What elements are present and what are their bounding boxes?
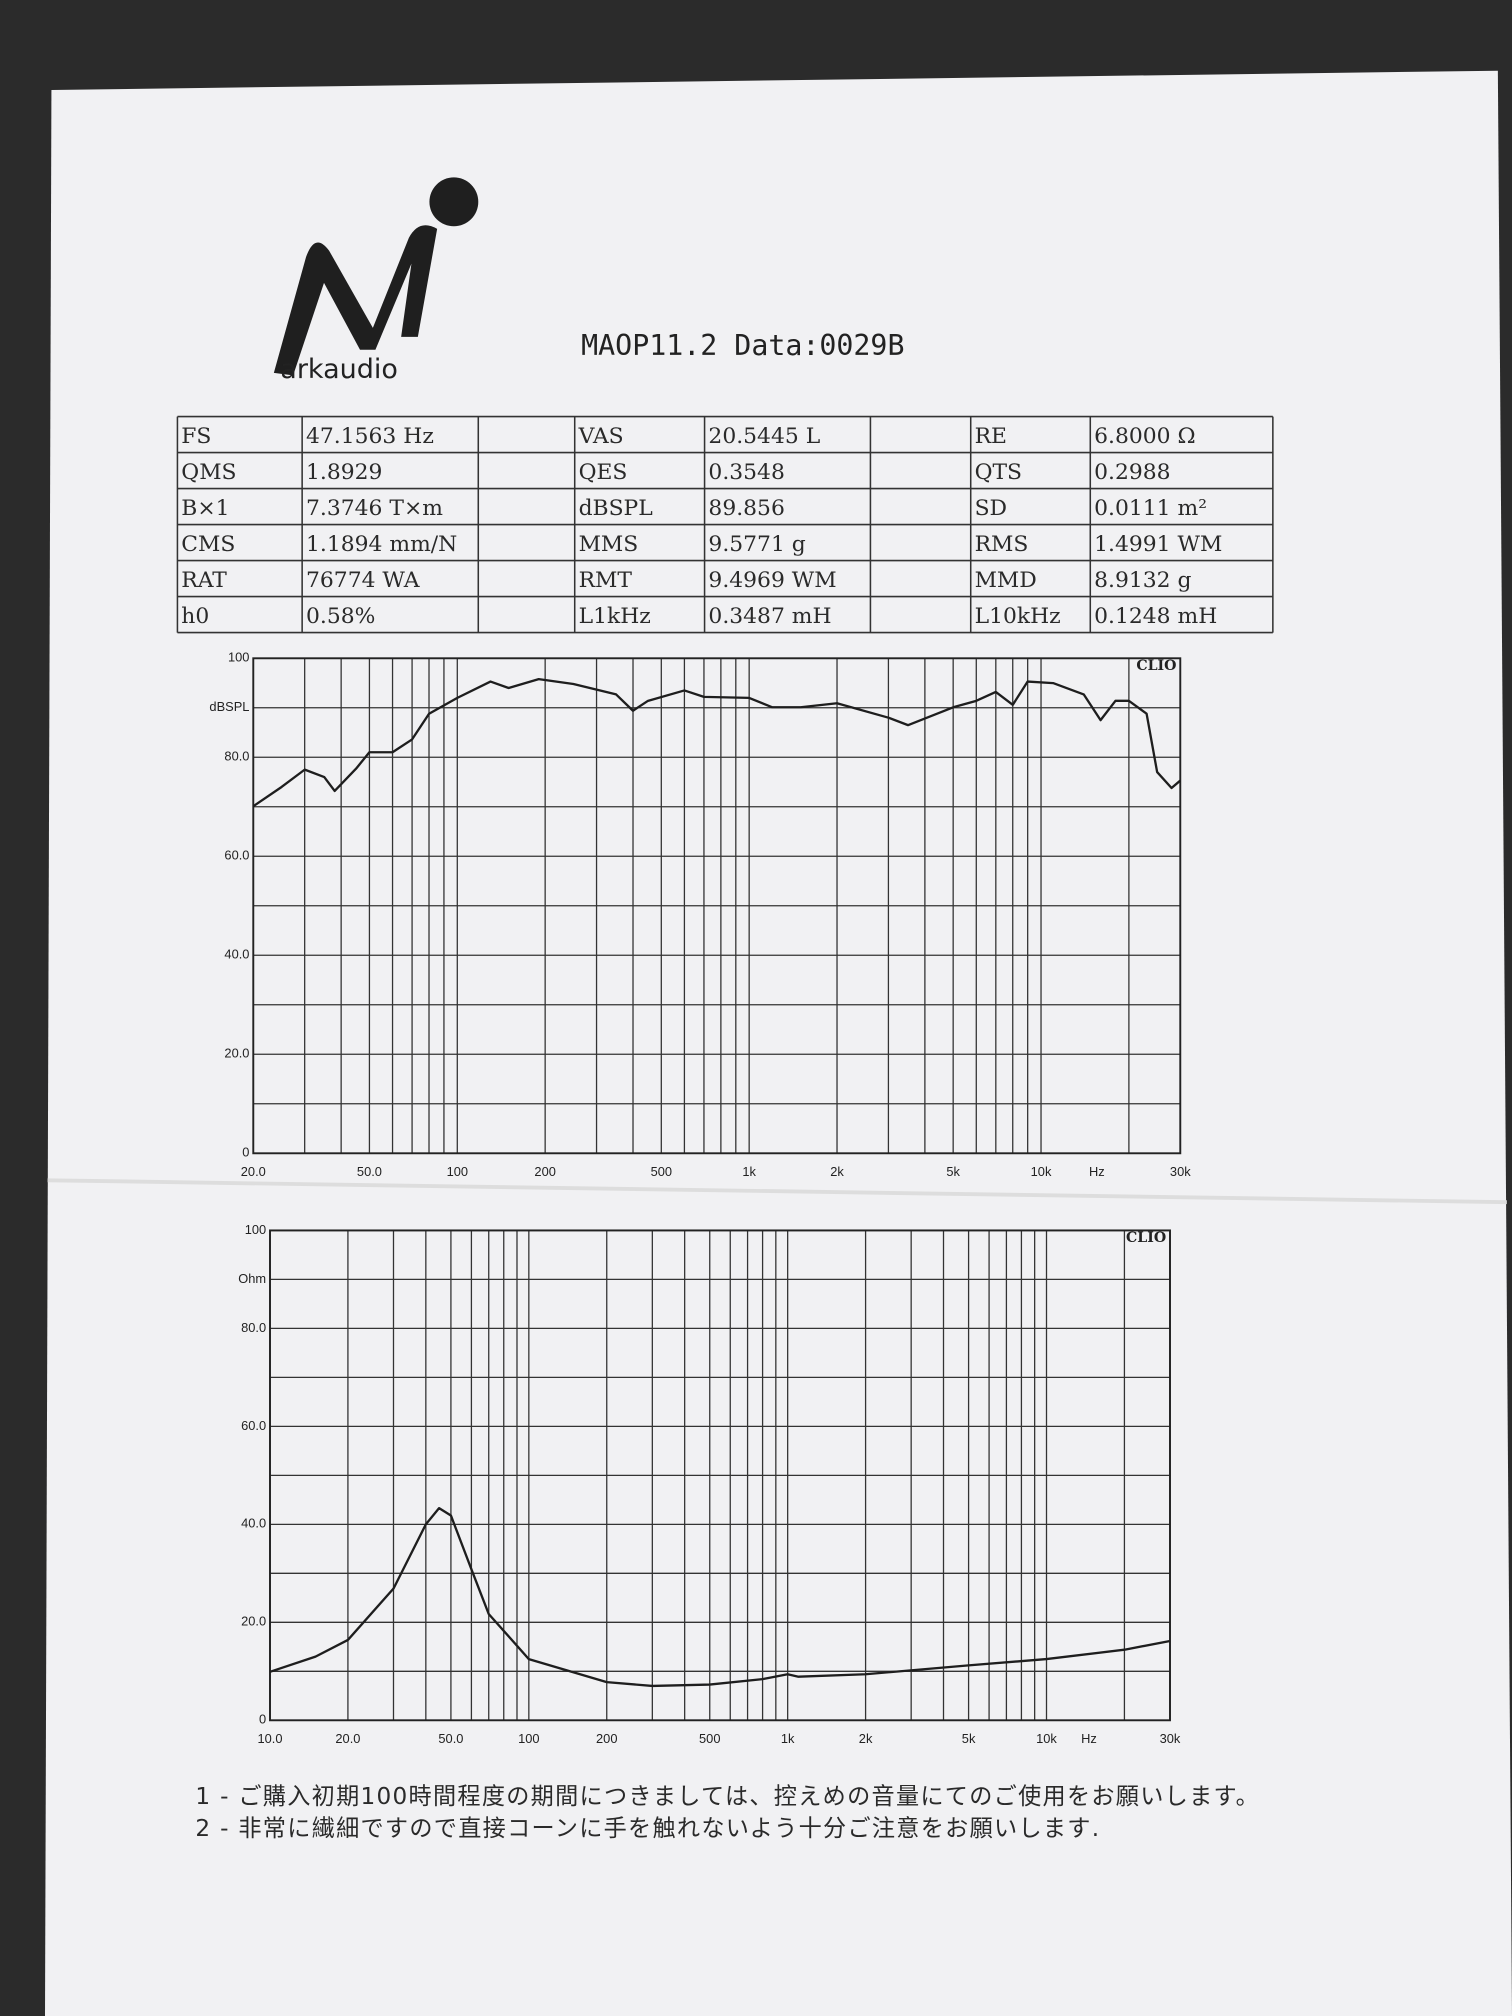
param-name: FS bbox=[181, 424, 211, 449]
y-tick-label: 20.0 bbox=[224, 1046, 249, 1061]
x-tick-label: 2k bbox=[830, 1164, 844, 1179]
param-name: RE bbox=[975, 424, 1007, 449]
y-tick-label: 0 bbox=[242, 1145, 249, 1160]
x-tick-label: 1k bbox=[781, 1731, 795, 1746]
param-name: B×1 bbox=[181, 496, 229, 521]
paper-fold bbox=[47, 1178, 1507, 1205]
param-name: CMS bbox=[181, 532, 235, 557]
y-tick-label: 80.0 bbox=[241, 1320, 266, 1335]
x-tick-label: 2k bbox=[859, 1731, 873, 1746]
param-name: dBSPL bbox=[579, 496, 653, 521]
y-tick-label: 0 bbox=[259, 1712, 266, 1727]
x-tick-label: 100 bbox=[518, 1731, 539, 1746]
x-tick-label: 5k bbox=[962, 1731, 976, 1746]
param-name: RAT bbox=[181, 568, 227, 593]
param-name: VAS bbox=[578, 424, 624, 449]
charts: 0 20.0 40.0 60.0 80.0 100 20.0 50.0 100 200 500 1k 2… bbox=[209, 650, 1191, 1746]
param-value: 1.4991 WM bbox=[1094, 532, 1222, 557]
x-tick-label: 30k bbox=[1160, 1731, 1181, 1746]
param-value: 8.9132 g bbox=[1094, 568, 1191, 593]
param-name: L10kHz bbox=[975, 604, 1061, 629]
y-tick-label: 60.0 bbox=[241, 1418, 266, 1433]
brand: CLIO bbox=[1136, 658, 1176, 674]
param-value: 7.3746 T×m bbox=[306, 496, 443, 521]
param-name: QTS bbox=[975, 460, 1022, 485]
y-tick-label: 20.0 bbox=[241, 1614, 266, 1629]
y-tick-label: 40.0 bbox=[224, 947, 249, 962]
y-tick-label: 80.0 bbox=[224, 749, 249, 764]
param-value: 20.5445 L bbox=[708, 424, 820, 449]
y-axis-label: Ohm bbox=[238, 1271, 266, 1286]
parameter-table: FS 47.1563 Hz VAS 20.5445 L RE 6.8000 Ω QMS 1.8… bbox=[176, 415, 1274, 634]
logo: arkaudio bbox=[273, 177, 479, 385]
brand: CLIO bbox=[1126, 1230, 1166, 1246]
param-value: 1.8929 bbox=[306, 460, 382, 485]
x-tick-label: 100 bbox=[447, 1164, 468, 1179]
param-value: 6.8000 Ω bbox=[1094, 424, 1196, 449]
logo-dot bbox=[429, 177, 479, 227]
title: MAOP11.2 Data:0029B bbox=[581, 329, 904, 362]
x-tick-label: 10k bbox=[1036, 1731, 1057, 1746]
param-name: MMS bbox=[579, 532, 639, 557]
param-value: 0.3487 mH bbox=[708, 604, 831, 629]
y-tick-label: 100 bbox=[245, 1222, 266, 1237]
param-name: RMS bbox=[975, 532, 1029, 557]
param-value: 1.1894 mm/N bbox=[306, 532, 457, 557]
x-tick-label: 500 bbox=[699, 1731, 720, 1746]
param-name: QMS bbox=[181, 460, 236, 485]
paper bbox=[45, 70, 1512, 2016]
x-tick-label: 20.0 bbox=[335, 1731, 360, 1746]
param-value: 0.0111 m² bbox=[1094, 496, 1207, 521]
x-tick-label: 500 bbox=[651, 1164, 672, 1179]
y-axis-label: dBSPL bbox=[209, 699, 249, 714]
plot-frame bbox=[252, 657, 1182, 1155]
x-tick-label: 20.0 bbox=[241, 1164, 266, 1179]
param-value: 0.58% bbox=[306, 604, 375, 629]
x-tick-label: 50.0 bbox=[438, 1731, 463, 1746]
param-value: 0.2988 bbox=[1094, 460, 1170, 485]
x-tick-label: 50.0 bbox=[357, 1164, 382, 1179]
param-value: 47.1563 Hz bbox=[306, 424, 434, 449]
x-tick-label: 30k bbox=[1170, 1164, 1191, 1179]
y-tick-label: 40.0 bbox=[241, 1516, 266, 1531]
param-value: 0.3548 bbox=[708, 460, 784, 485]
param-name: h0 bbox=[181, 604, 209, 629]
notes-list: 1 - ご購入初期100時間程度の期間につきましては、控えめの音量にてのご使用を… bbox=[195, 1781, 1275, 1845]
param-value: 89.856 bbox=[708, 496, 784, 521]
x-axis-label: Hz bbox=[1089, 1164, 1105, 1179]
y-tick-label: 60.0 bbox=[224, 848, 249, 863]
x-tick-label: 200 bbox=[596, 1731, 617, 1746]
param-name: MMD bbox=[975, 568, 1037, 593]
x-axis-label: Hz bbox=[1081, 1731, 1097, 1746]
x-tick-label: 5k bbox=[946, 1164, 960, 1179]
param-name: RMT bbox=[579, 568, 633, 593]
response-line bbox=[269, 1506, 1171, 1688]
plot-frame bbox=[269, 1229, 1171, 1722]
param-value: 0.1248 mH bbox=[1094, 604, 1217, 629]
x-tick-label: 1k bbox=[742, 1164, 756, 1179]
x-tick-label: 10.0 bbox=[258, 1731, 283, 1746]
y-tick-label: 100 bbox=[228, 650, 249, 665]
param-name: L1kHz bbox=[579, 604, 651, 629]
param-name: QES bbox=[579, 460, 628, 485]
x-tick-label: 200 bbox=[534, 1164, 555, 1179]
note: 1 - ご購入初期100時間程度の期間につきましては、控えめの音量にてのご使用を… bbox=[195, 1783, 1261, 1811]
param-value: 9.4969 WM bbox=[708, 568, 836, 593]
param-value: 9.5771 g bbox=[708, 532, 805, 557]
response-line bbox=[252, 677, 1182, 808]
notes: 1 - ご購入初期100時間程度の期間につきましては、控えめの音量にてのご使用を… bbox=[195, 1781, 1275, 1845]
logo-m bbox=[273, 225, 438, 376]
param-value: 76774 WA bbox=[306, 568, 420, 593]
note: 2 - 非常に繊細ですので直接コーンに手を触れないよう十分ご注意をお願いします. bbox=[195, 1815, 1101, 1843]
logo-text: arkaudio bbox=[280, 354, 398, 385]
param-name: SD bbox=[975, 496, 1007, 521]
x-tick-label: 10k bbox=[1031, 1164, 1052, 1179]
